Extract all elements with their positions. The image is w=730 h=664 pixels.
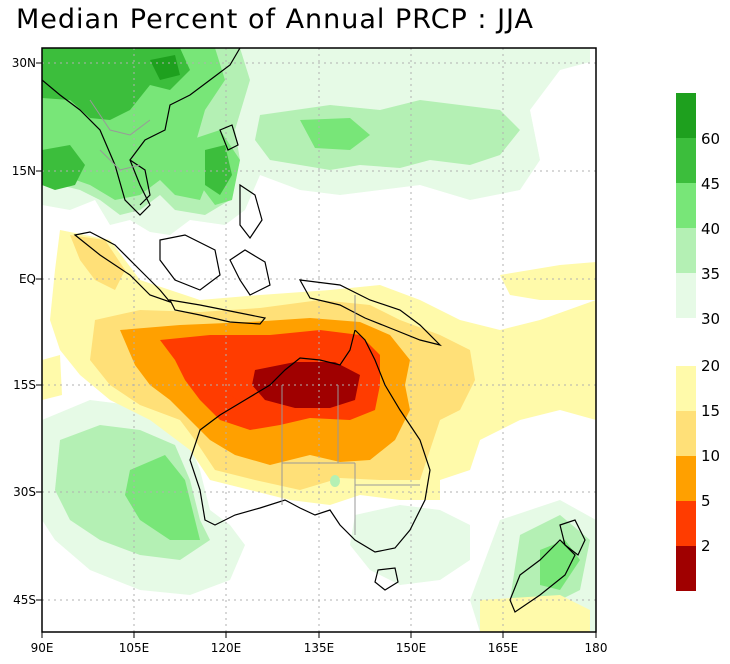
colorbar-dry (676, 366, 696, 591)
cb-wet-60 (676, 93, 696, 138)
colorbar-label: 30 (701, 310, 721, 328)
lat-label: 45S (13, 593, 36, 607)
cb-dry-20 (676, 366, 696, 411)
colorbar-label: 40 (701, 220, 721, 238)
lat-label: 30S (13, 485, 36, 499)
colorbar-label: 35 (701, 265, 721, 283)
colorbar-label: 20 (701, 357, 721, 375)
lat-label: 15N (11, 164, 36, 178)
cb-dry-15 (676, 411, 696, 456)
lat-label: EQ (18, 272, 36, 286)
colorbar-label: 10 (701, 447, 721, 465)
colorbar-label: 5 (701, 492, 711, 510)
lon-label: 180 (584, 641, 608, 655)
colorbar-wet (676, 93, 696, 318)
map-title: Median Percent of Annual PRCP : JJA (16, 4, 535, 35)
colorbar-label: 15 (701, 402, 721, 420)
cb-wet-35 (676, 228, 696, 273)
cb-dry-5 (676, 501, 696, 546)
lat-label: 15S (13, 378, 36, 392)
lat-label: 30N (11, 56, 36, 70)
cb-wet-40 (676, 183, 696, 228)
tick-marks (36, 62, 597, 638)
cb-dry-2 (676, 546, 696, 591)
lon-label: 105E (118, 641, 150, 655)
colorbar-label: 2 (701, 537, 711, 555)
cb-dry-10 (676, 456, 696, 501)
boundaries (89, 99, 420, 535)
lon-label: 150E (395, 641, 427, 655)
lon-label: 165E (487, 641, 519, 655)
lon-label: 135E (303, 641, 335, 655)
lon-label: 90E (30, 641, 54, 655)
cb-wet-45 (676, 138, 696, 183)
grid-lines (42, 48, 596, 632)
coastlines (42, 48, 586, 613)
colorbar-label: 45 (701, 175, 721, 193)
lon-label: 120E (210, 641, 242, 655)
colorbar-label: 60 (701, 130, 721, 148)
cb-wet-30 (676, 273, 696, 318)
